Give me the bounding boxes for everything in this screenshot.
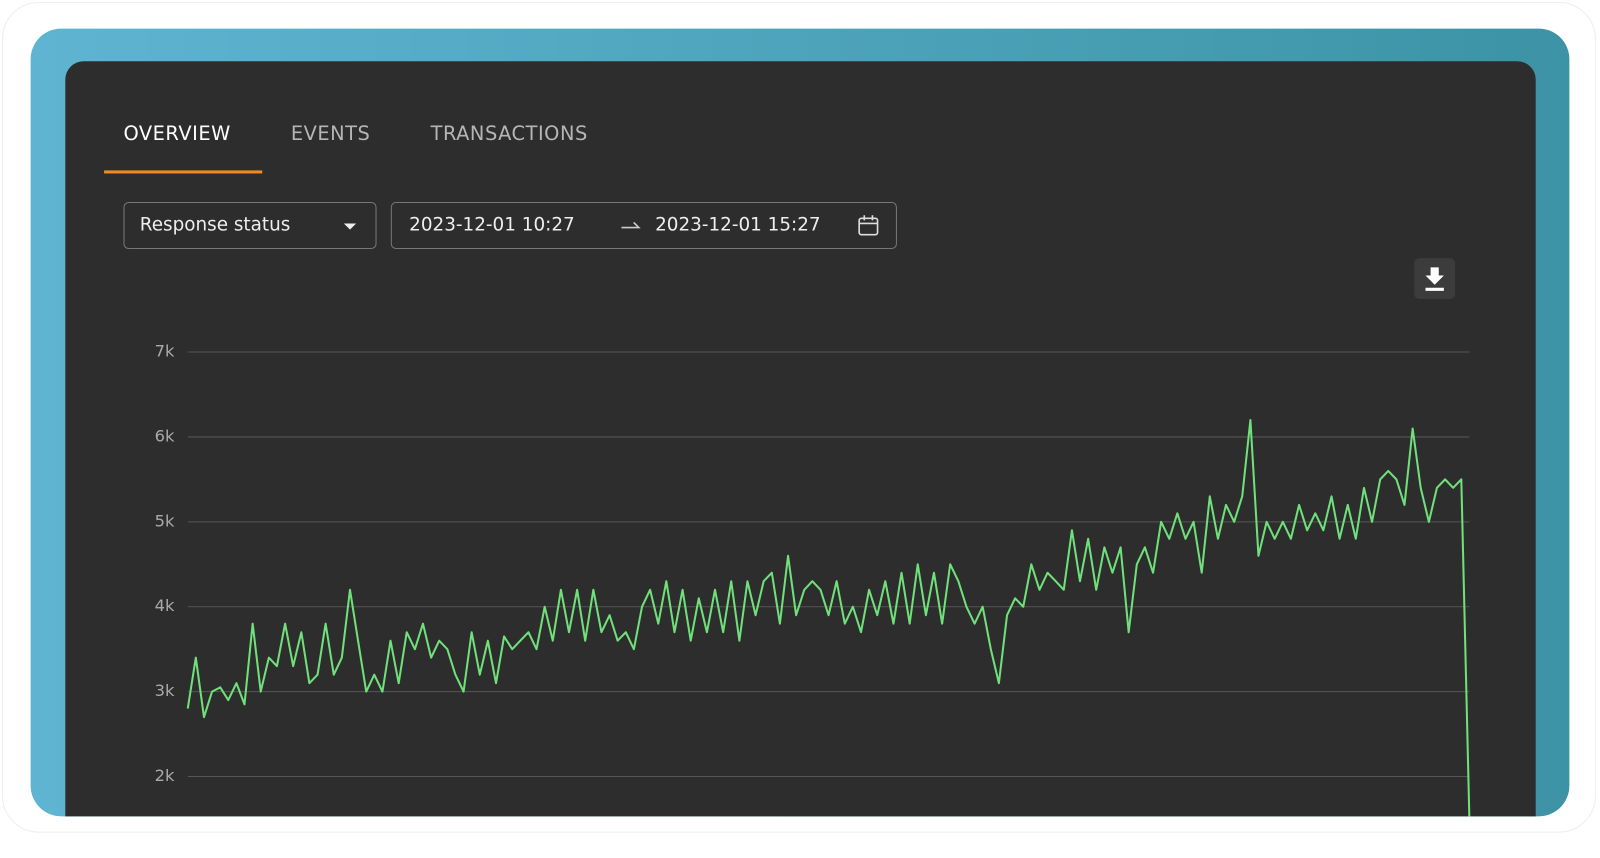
chart: 2k 3k 4k 5k 6k 7k <box>155 342 1471 817</box>
end-date: 2023-12-01 15:27 <box>655 214 821 236</box>
tab-overview[interactable]: OVERVIEW <box>123 122 231 145</box>
calendar-icon <box>858 215 879 236</box>
start-date: 2023-12-01 10:27 <box>409 214 575 236</box>
y-tick-label: 4k <box>155 596 175 615</box>
tab-events[interactable]: EVENTS <box>290 122 371 145</box>
card <box>30 28 1570 817</box>
y-tick-label: 2k <box>155 766 175 785</box>
y-tick-label: 6k <box>155 426 175 445</box>
dropdown-label: Response status <box>139 214 291 236</box>
dropdown-caret <box>343 223 357 230</box>
y-tick-label: 3k <box>155 681 175 700</box>
frame <box>2 2 1596 833</box>
range-arrow <box>621 221 641 229</box>
download-icon <box>1425 267 1444 291</box>
y-tick-label: 7k <box>155 342 175 361</box>
date-range-picker[interactable]: 2023-12-01 10:27 2023-12-01 15:27 <box>390 202 897 249</box>
download-button[interactable] <box>1414 258 1456 299</box>
status-dropdown[interactable]: Response status <box>123 202 377 249</box>
active-tab-indicator <box>104 170 263 174</box>
tab-transactions[interactable]: TRANSACTIONS <box>430 122 588 145</box>
y-tick-label: 5k <box>155 511 175 530</box>
series-line <box>186 418 1471 817</box>
panel <box>65 61 1536 817</box>
